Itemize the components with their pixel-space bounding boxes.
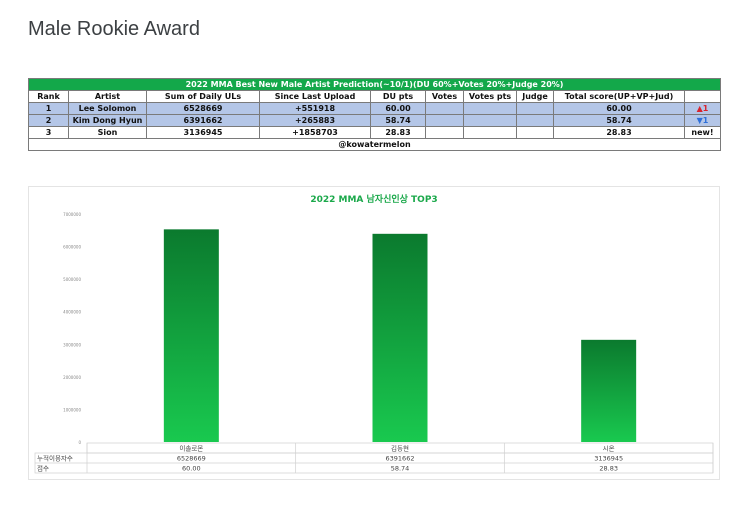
bars-group [163,229,637,442]
cell-votes-pts [463,114,517,127]
y-axis-ticks: 0 1000000 2000000 3000000 4000000 5000000 6000… [63,212,81,445]
cell-change: ▲1 [683,102,722,115]
y-tick-label: 3000000 [63,342,81,347]
y-tick-label: 1000000 [63,407,81,412]
header-total: Total score(UP+VP+Jud) [553,90,685,103]
bar [372,233,428,442]
y-tick-label: 0 [78,440,81,445]
cell-votes [425,114,464,127]
cell-since: +1858703 [259,126,371,139]
cell-rank: 3 [28,126,69,139]
cell-since: +265883 [259,114,371,127]
cell-artist: Lee Solomon [68,102,147,115]
bar [581,339,637,442]
page-title: Male Rookie Award [28,18,200,40]
cell-judge [516,102,554,115]
cell-sum: 3136945 [146,126,260,139]
cell-judge [516,114,554,127]
cell-judge [516,126,554,139]
cell-artist: Sion [68,126,147,139]
data-label: 58.74 [391,465,410,473]
cell-change: new! [683,126,722,139]
header-votes: Votes [425,90,464,103]
cell-votes-pts [463,102,517,115]
table-row: 3 Sion 3136945 +1858703 28.83 28.83 new! [28,126,722,139]
y-tick-label: 6000000 [63,245,81,250]
table-banner-row: 2022 MMA Best New Male Artist Prediction… [27,78,722,91]
y-tick-label: 2000000 [63,375,81,380]
header-since: Since Last Upload [259,90,371,103]
x-category-label: 김동현 [391,445,409,453]
table-row: 1 Lee Solomon 6528669 +551918 60.00 60.0… [28,102,722,115]
header-artist: Artist [68,90,147,103]
y-tick-label: 7000000 [63,212,81,217]
bar-chart: 2022 MMA 남자신인상 TOP3 0 1000000 2000000 30000… [34,193,714,474]
cell-du: 60.00 [370,102,426,115]
chart-frame: 2022 MMA 남자신인상 TOP3 0 1000000 2000000 30000… [28,186,720,480]
cell-rank: 1 [28,102,69,115]
table-header-row: Rank Artist Sum of Daily ULs Since Last … [28,90,722,103]
header-change [683,90,722,103]
cell-du: 58.74 [370,114,426,127]
data-label: 3136945 [594,455,623,463]
cell-total: 60.00 [553,102,685,115]
header-du: DU pts [370,90,426,103]
data-label: 6391662 [386,455,415,463]
header-judge: Judge [516,90,554,103]
header-rank: Rank [28,90,69,103]
cell-votes [425,102,464,115]
table-row: 2 Kim Dong Hyun 6391662 +265883 58.74 58… [28,114,722,127]
chart-title: 2022 MMA 남자신인상 TOP3 [310,193,437,205]
bar [163,229,219,442]
cell-artist: Kim Dong Hyun [68,114,147,127]
data-label: 28.83 [599,465,618,473]
table-footer-row: @kowatermelon [27,138,722,151]
cell-sum: 6391662 [146,114,260,127]
table-footer-credit: @kowatermelon [27,138,722,151]
cell-total: 28.83 [553,126,685,139]
y-tick-label: 4000000 [63,310,81,315]
ranking-table: 2022 MMA Best New Male Artist Prediction… [27,78,722,151]
y-tick-label: 5000000 [63,277,81,282]
header-votes-pts: Votes pts [463,90,517,103]
table-banner: 2022 MMA Best New Male Artist Prediction… [27,78,722,91]
data-label: 60.00 [182,465,201,473]
cell-total: 58.74 [553,114,685,127]
table-row-label: 누적이용자수 [37,454,73,463]
table-row-label: 점수 [37,465,49,473]
header-sum: Sum of Daily ULs [146,90,260,103]
cell-rank: 2 [28,114,69,127]
cell-since: +551918 [259,102,371,115]
cell-votes-pts [463,126,517,139]
x-category-label: 시온 [603,445,615,453]
cell-du: 28.83 [370,126,426,139]
cell-sum: 6528669 [146,102,260,115]
data-label: 6528669 [177,455,206,463]
cell-votes [425,126,464,139]
x-category-label: 이솔로몬 [179,444,203,453]
cell-change: ▼1 [683,114,722,127]
